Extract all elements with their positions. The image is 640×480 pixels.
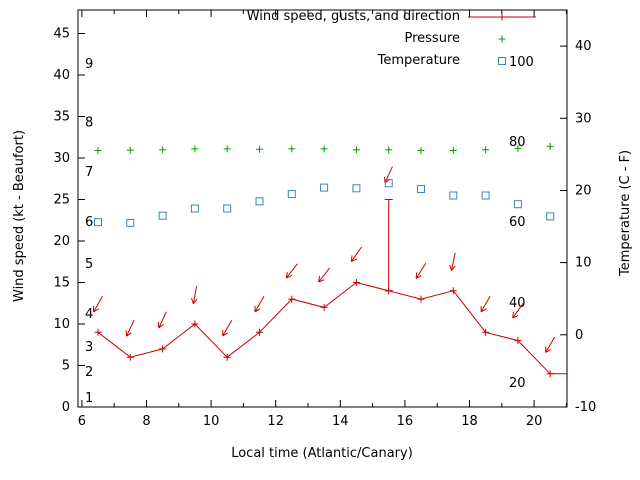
beaufort-label: 7	[85, 165, 93, 180]
beaufort-label: 1	[85, 391, 93, 406]
fahrenheit-scale-labels: 20 40 60 80 100	[509, 55, 534, 391]
y-left-tick-label: 25	[53, 193, 70, 208]
x-tick-label: 16	[397, 414, 414, 429]
fahrenheit-label: 80	[509, 135, 526, 150]
beaufort-label: 2	[85, 365, 93, 380]
temperature-series	[94, 179, 555, 227]
y-right-tick-label: 0	[575, 328, 583, 343]
fahrenheit-label: 60	[509, 215, 526, 230]
x-tick-label: 20	[526, 414, 543, 429]
x-tick-label: 14	[332, 414, 349, 429]
y-axis-title-right: Temperature (C - F)	[618, 149, 633, 276]
y-left-tick-label: 40	[53, 68, 70, 83]
x-tick-label: 10	[203, 414, 220, 429]
y-left-tick-label: 0	[62, 400, 70, 415]
beaufort-label: 9	[85, 57, 93, 72]
x-tick-label: 6	[78, 414, 86, 429]
beaufort-label: 8	[85, 115, 93, 130]
beaufort-label: 4	[85, 307, 93, 322]
y-left-tick-label: 10	[53, 317, 70, 332]
pressure-series	[94, 142, 554, 154]
y-left-tick-label: 45	[53, 27, 70, 42]
x-tick-label: 8	[142, 414, 150, 429]
y-right-tick-label: -10	[575, 400, 596, 415]
legend-markers	[468, 13, 536, 65]
y-axis-title-left: Wind speed (kt - Beaufort)	[12, 129, 27, 302]
beaufort-label: 5	[85, 257, 93, 272]
y-left-tick-label: 15	[53, 276, 70, 291]
fahrenheit-label: 20	[509, 376, 526, 391]
legend-pressure-label: Pressure	[404, 31, 460, 46]
y-right-tick-label: 40	[575, 39, 592, 54]
y-left-tick-label: 5	[62, 359, 70, 374]
beaufort-label: 6	[85, 215, 93, 230]
wind-series	[93, 166, 567, 378]
beaufort-scale-labels: 1 2 3 4 5 6 7 8 9	[85, 57, 93, 406]
legend-temperature-label: Temperature	[377, 53, 460, 68]
fahrenheit-label: 100	[509, 55, 534, 70]
y-right-tick-label: 10	[575, 256, 592, 271]
y-left-tick-label: 35	[53, 110, 70, 125]
y-left-tick-label: 20	[53, 234, 70, 249]
y-left-tick-label: 30	[53, 151, 70, 166]
legend-wind-label: Wind speed, gusts, and direction	[246, 9, 460, 24]
axes: 6 8 10 12 14 16 18 20051015202530354045-1001020…	[53, 9, 596, 429]
fahrenheit-label: 40	[509, 296, 526, 311]
x-axis-title: Local time (Atlantic/Canary)	[231, 446, 413, 461]
x-tick-label: 12	[267, 414, 284, 429]
x-tick-label: 18	[461, 414, 478, 429]
beaufort-label: 3	[85, 340, 93, 355]
y-right-tick-label: 30	[575, 111, 592, 126]
y-right-tick-label: 20	[575, 184, 592, 199]
